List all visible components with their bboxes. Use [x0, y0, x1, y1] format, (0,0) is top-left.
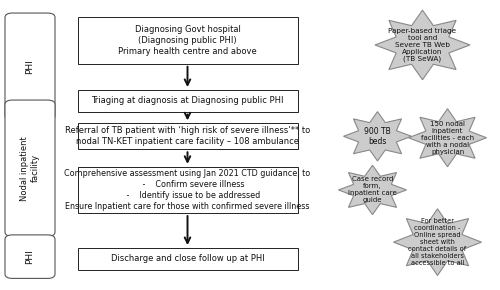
FancyBboxPatch shape [78, 167, 298, 213]
Text: Case record
form,
Inpatient care
guide: Case record form, Inpatient care guide [348, 176, 397, 204]
Text: 150 nodal
inpatient
facilities - each
with a nodal
physician: 150 nodal inpatient facilities - each wi… [421, 121, 474, 155]
Text: PHI: PHI [26, 59, 35, 74]
Polygon shape [338, 165, 406, 215]
FancyBboxPatch shape [78, 90, 298, 112]
Text: Diagnosing Govt hospital
(Diagnosing public PHI)
Primary health centre and above: Diagnosing Govt hospital (Diagnosing pub… [118, 25, 257, 56]
Polygon shape [408, 109, 486, 167]
Text: Discharge and close follow up at PHI: Discharge and close follow up at PHI [110, 254, 264, 263]
Text: Triaging at diagnosis at Diagnosing public PHI: Triaging at diagnosis at Diagnosing publ… [91, 96, 284, 105]
Text: Nodal inpatient
facility: Nodal inpatient facility [20, 136, 40, 201]
FancyBboxPatch shape [5, 235, 55, 278]
FancyBboxPatch shape [5, 100, 55, 236]
Polygon shape [394, 209, 482, 276]
Polygon shape [344, 112, 411, 161]
Text: 900 TB
beds: 900 TB beds [364, 127, 391, 146]
FancyBboxPatch shape [78, 248, 298, 270]
FancyBboxPatch shape [78, 123, 298, 149]
FancyBboxPatch shape [5, 13, 55, 120]
Text: Comprehensive assessment using Jan 2021 CTD guidance, to
     -    Confirm sever: Comprehensive assessment using Jan 2021 … [64, 169, 310, 211]
Text: PHI: PHI [26, 249, 35, 264]
Text: For better
coordination -
Online spread
sheet with
contact details of
all stakeh: For better coordination - Online spread … [408, 218, 467, 266]
FancyBboxPatch shape [78, 17, 298, 64]
Text: Referral of TB patient with ‘high risk of severe illness’** to
nodal TN-KET inpa: Referral of TB patient with ‘high risk o… [65, 126, 310, 146]
Text: Paper-based triage
tool and
Severe TB Web
Application
(TB SeWA): Paper-based triage tool and Severe TB We… [388, 28, 456, 62]
Polygon shape [375, 10, 470, 80]
